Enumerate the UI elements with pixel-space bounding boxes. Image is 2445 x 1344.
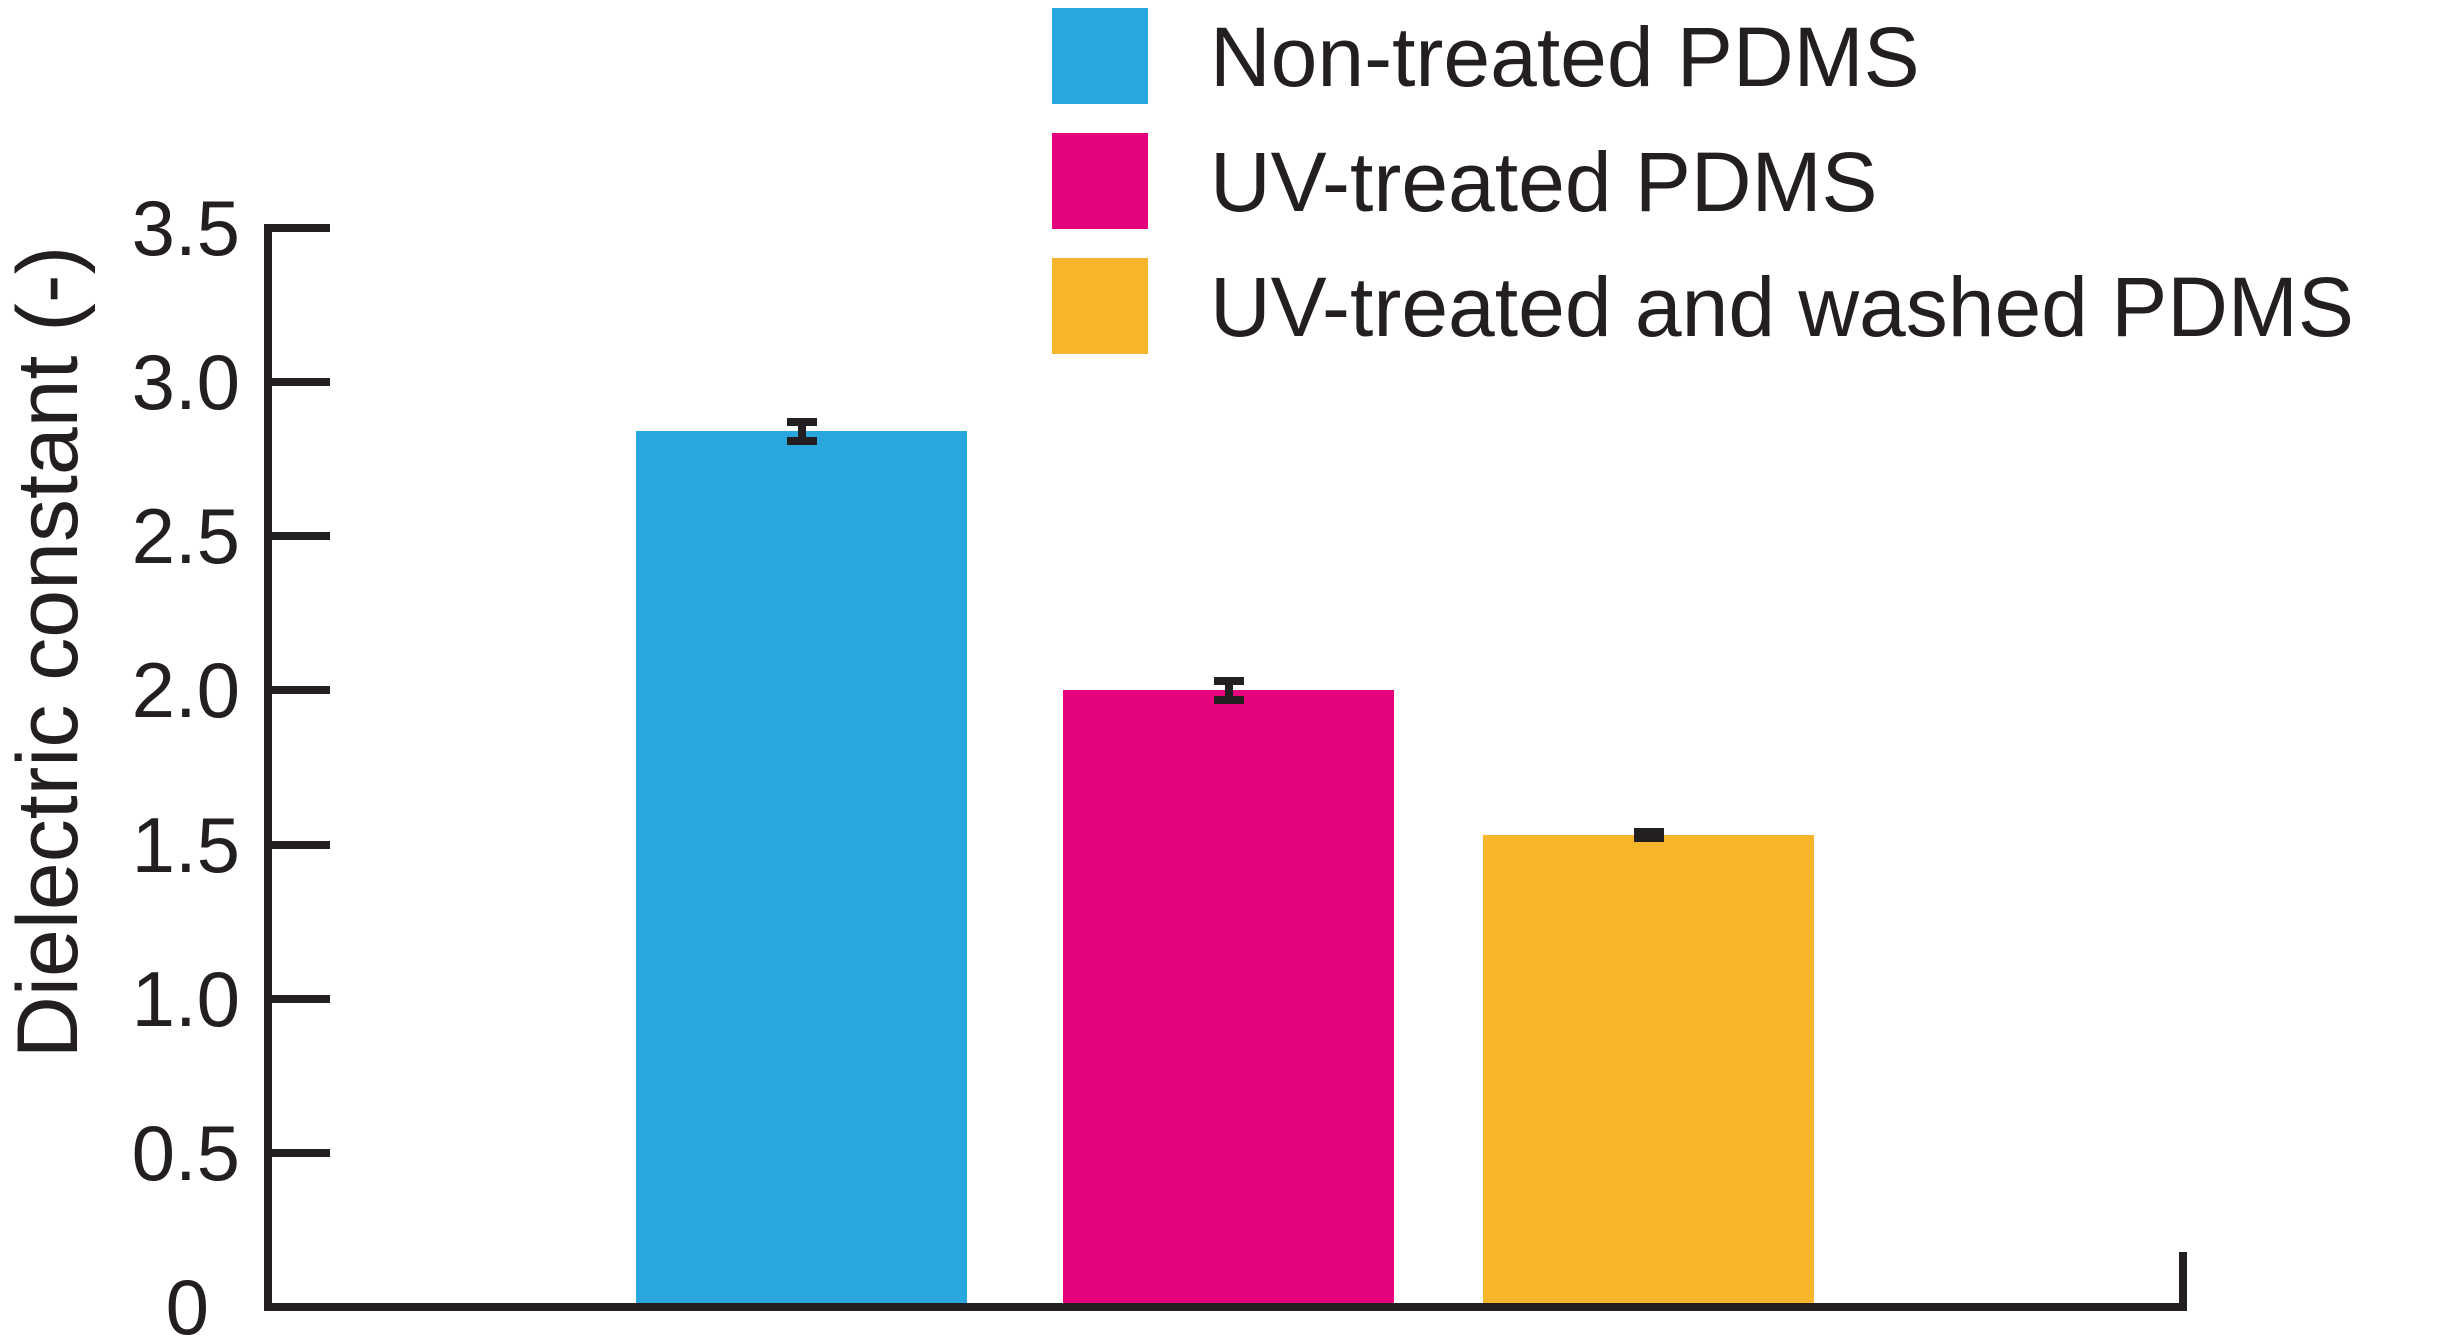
y-tick-mark	[268, 994, 330, 1003]
bar-1	[636, 431, 967, 1311]
y-tick-mark	[268, 378, 330, 387]
legend-swatch-uv-treated-washed	[1052, 258, 1148, 354]
bar-3	[1483, 835, 1814, 1311]
error-bar-line	[797, 422, 806, 441]
y-tick-label: 3.5	[131, 184, 240, 272]
x-axis-baseline	[264, 1303, 2187, 1311]
y-tick-mark	[268, 840, 330, 849]
y-tick-label: 2.0	[131, 646, 240, 735]
bar-2	[1063, 690, 1394, 1311]
y-axis-spine	[264, 224, 272, 1311]
error-bar-cap	[1213, 677, 1244, 686]
y-tick-mark	[268, 1148, 330, 1157]
x-axis-end-tick	[2179, 1252, 2187, 1307]
error-bar-cap	[786, 436, 817, 445]
legend-swatch-non-treated	[1052, 8, 1148, 104]
y-tick-mark	[268, 532, 330, 541]
error-bar-cap	[1633, 834, 1664, 843]
y-tick-label: 2.5	[131, 492, 240, 581]
error-bar-cap	[786, 418, 817, 427]
legend-swatch-uv-treated	[1052, 133, 1148, 229]
y-tick-mark	[268, 686, 330, 695]
error-bar-cap	[1213, 695, 1244, 704]
y-tick-mark	[268, 224, 330, 232]
y-tick-label: 1.5	[131, 800, 240, 889]
y-tick-label: 1.0	[131, 954, 240, 1043]
error-bar-cap	[1633, 828, 1664, 837]
legend-label-non-treated: Non-treated PDMS	[1210, 10, 1920, 104]
y-tick-label: 0	[165, 1263, 209, 1344]
error-bar-line	[1224, 681, 1233, 700]
y-tick-label: 0.5	[131, 1108, 240, 1197]
legend-label-uv-treated-washed: UV-treated and washed PDMS	[1210, 260, 2354, 354]
y-tick-label: 3.0	[131, 338, 240, 427]
legend-label-uv-treated: UV-treated PDMS	[1210, 135, 1878, 229]
